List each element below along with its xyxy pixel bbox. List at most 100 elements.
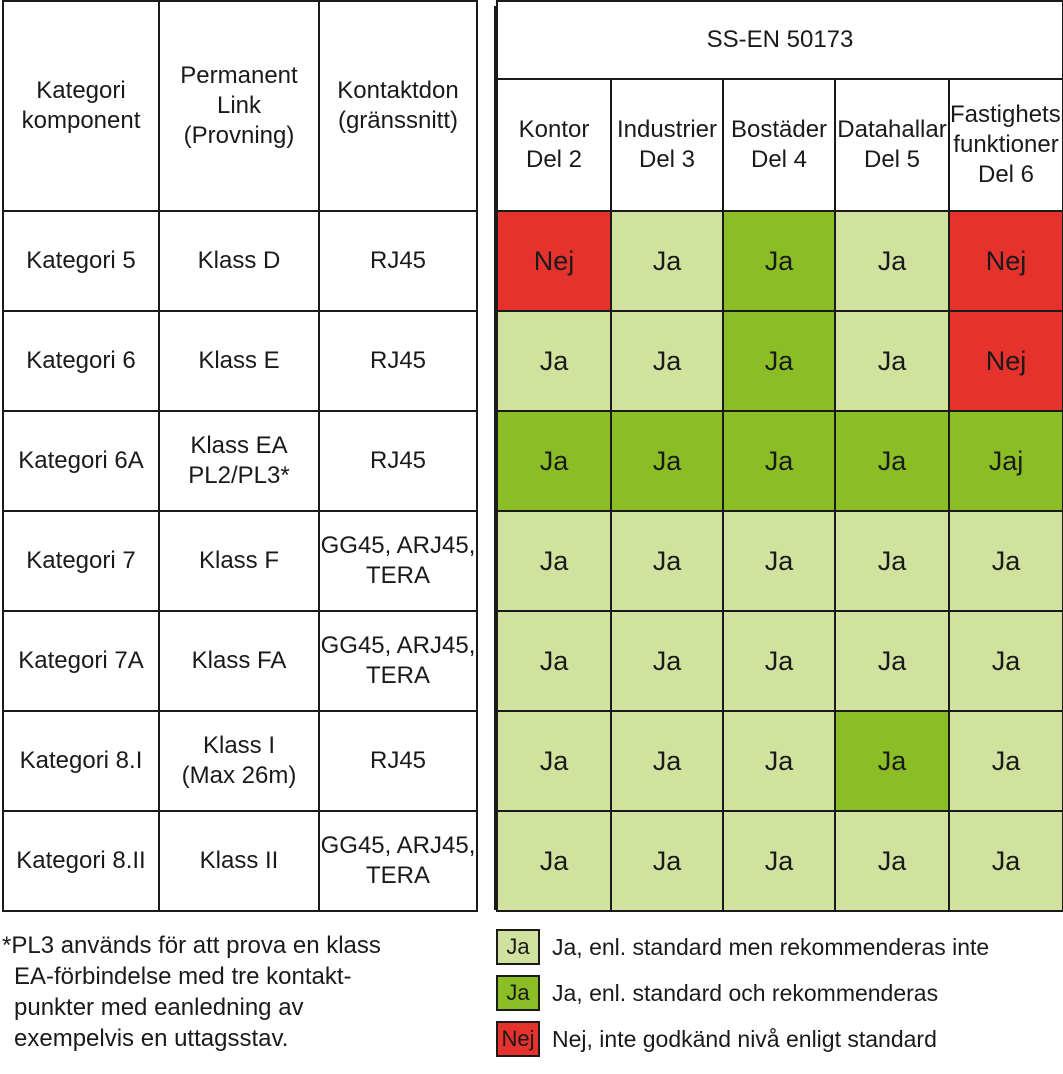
permanent-link-cell: Klass I (Max 26m) [158,710,320,812]
status-cell: Ja [722,510,836,612]
status-cell: Ja [610,210,724,312]
permanent-link-cell: Klass E [158,310,320,412]
status-cell: Ja [834,410,950,512]
category-cell: Kategori 8.I [2,710,160,812]
standard-table-body: SS-EN 50173 Kontor Del 2 Industrier Del 3 Bos… [495,0,1063,912]
status-cell: Ja [496,410,612,512]
status-cell: Ja [722,610,836,712]
legend-text: Ja, enl. standard och rekommenderas [552,979,939,1006]
column-header: Permanent Link (Provning) [158,0,320,212]
status-cell: Ja [610,510,724,612]
permanent-link-cell-line: Klass F [198,547,279,574]
section-header-line: Kontor [518,116,590,143]
table-row: Ja Ja Ja Ja Ja [496,610,1063,712]
category-cell: Kategori 7 [2,510,160,612]
status-cell: Ja [496,810,612,912]
connector-cell: RJ45 [318,410,478,512]
status-cell: Ja [722,410,836,512]
status-cell: Ja [947,710,1063,812]
section-header-line: Industrier [616,116,718,143]
status-cell: Ja [834,510,950,612]
connector-cell-line: GG45, ARJ45, [320,632,476,659]
header-row: Kategori komponent Permanent Link (Provning… [2,0,478,212]
connector-cell-line: TERA [365,862,430,889]
column-header-line: Kategori [36,77,126,104]
status-cell: Ja [947,610,1063,712]
legend-swatch: Ja [496,975,540,1011]
permanent-link-cell: Klass D [158,210,320,312]
table-row: Kategori 5 Klass D RJ45 [2,210,478,312]
section-header-line: Bostäder [730,116,828,143]
column-header-line: (Provning) [183,122,295,149]
category-cell-line: Kategori 7 [26,547,136,574]
status-cell: Ja [947,510,1063,612]
category-table: Kategori komponent Permanent Link (Provning… [2,0,478,912]
footnote-line: exempelvis en uttagsstav. [14,1025,289,1052]
section-header: Bostäder Del 4 [722,78,836,212]
status-cell: Ja [610,310,724,412]
status-cell: Nej [947,310,1063,412]
permanent-link-cell: Klass FA [158,610,320,712]
legend-item: Nej Nej, inte godkänd nivå enligt standar… [496,1016,1062,1062]
footnote-line: *PL3 används för att prova en klass [2,932,381,959]
permanent-link-cell-line: Klass FA [191,647,287,674]
legend-swatch: Nej [496,1021,540,1057]
permanent-link-cell-line: Klass I [202,732,276,759]
permanent-link-cell: Klass II [158,810,320,912]
category-cell: Kategori 6 [2,310,160,412]
status-cell: Ja [834,610,950,712]
legend: Ja Ja, enl. standard men rekommenderas in… [496,924,1062,1062]
connector-cell-line: RJ45 [369,347,427,374]
column-header-line: Permanent Link [180,62,298,119]
table-row: Ja Ja Ja Ja Jaj [496,410,1063,512]
status-cell: Ja [722,810,836,912]
permanent-link-cell-line: Klass EA [190,432,288,459]
table-row: Kategori 8.I Klass I (Max 26m) RJ45 [2,710,478,812]
status-cell: Ja [834,210,950,312]
table-divider [476,0,496,910]
standard-table: SS-EN 50173 Kontor Del 2 Industrier Del 3 Bos… [495,0,1063,912]
category-cell-line: Kategori 6 [26,347,136,374]
section-header-line: Del 5 [863,146,921,173]
column-header-line: (gränssnitt) [337,107,459,134]
column-header-line: komponent [21,107,141,134]
legend-item: Ja Ja, enl. standard och rekommenderas [496,970,1062,1016]
section-header-line: Datahallar [837,116,947,143]
legend-swatch: Ja [496,929,540,965]
status-cell: Ja [834,710,950,812]
column-header-line: Kontaktdon [337,77,459,104]
category-cell: Kategori 5 [2,210,160,312]
connector-cell: GG45, ARJ45, TERA [318,510,478,612]
permanent-link-cell-line: Klass E [198,347,280,374]
status-cell: Ja [496,310,612,412]
section-header-line: funktioner [953,131,1059,158]
section-header-line: Fastighets- [950,101,1063,128]
category-cell: Kategori 8.II [2,810,160,912]
connector-cell-line: GG45, ARJ45, [320,832,476,859]
legend-text: Nej, inte godkänd nivå enligt standard [552,1025,937,1052]
status-cell: Ja [610,810,724,912]
connector-cell-line: TERA [365,662,430,689]
table-row: Ja Ja Ja Ja Nej [496,310,1063,412]
status-cell: Ja [722,310,836,412]
category-cell-line: Kategori 8.I [19,747,143,774]
status-cell: Ja [610,610,724,712]
connector-cell: GG45, ARJ45, TERA [318,810,478,912]
connector-cell: GG45, ARJ45, TERA [318,610,478,712]
section-header: Industrier Del 3 [610,78,724,212]
status-cell: Ja [834,310,950,412]
connector-cell: RJ45 [318,310,478,412]
permanent-link-cell-line: (Max 26m) [181,762,297,789]
permanent-link-cell-line: Klass II [199,847,279,874]
permanent-link-cell-line: Klass D [197,247,281,274]
footnote: *PL3 används för att prova en klass EA-fö… [2,930,482,1054]
section-header-row: Kontor Del 2 Industrier Del 3 Bostäder Del 4 D… [496,78,1063,212]
status-cell: Jaj [947,410,1063,512]
connector-cell-line: GG45, ARJ45, [320,532,476,559]
table-row: Kategori 7 Klass F GG45, ARJ45, TERA [2,510,478,612]
footnote-line: punkter med eanledning av [14,994,304,1021]
status-cell: Ja [722,210,836,312]
section-header-line: Del 3 [638,146,696,173]
table-row: Ja Ja Ja Ja Ja [496,810,1063,912]
legend-item: Ja Ja, enl. standard men rekommenderas in… [496,924,1062,970]
